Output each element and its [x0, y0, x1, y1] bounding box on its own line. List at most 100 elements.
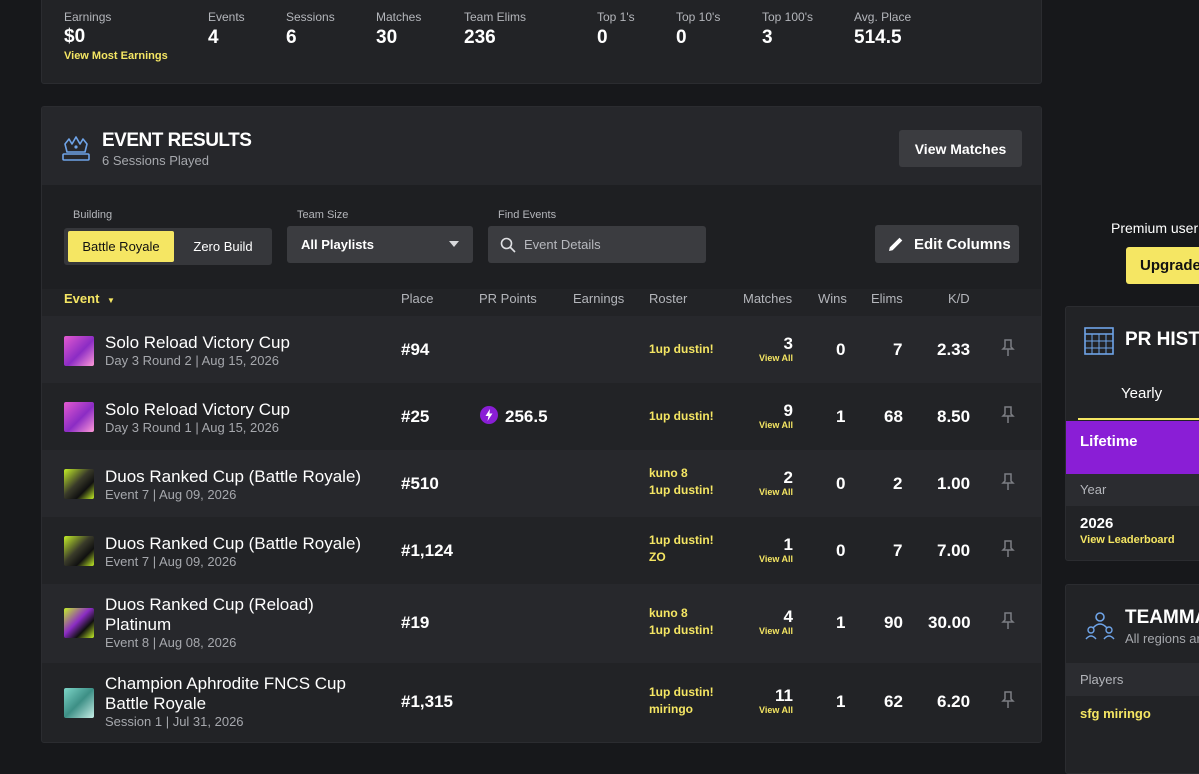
stat-top10: Top 10's 0: [676, 10, 720, 49]
building-toggle: Battle Royale Zero Build: [64, 228, 272, 265]
roster-list: 1up dustin! miringo: [649, 684, 714, 718]
event-results-title: EVENT RESULTS: [102, 130, 252, 151]
view-matches-button[interactable]: View Matches: [899, 130, 1022, 167]
event-thumbnail: [64, 536, 94, 566]
view-leaderboard-link[interactable]: View Leaderboard: [1080, 534, 1175, 546]
tab-yearly[interactable]: Yearly: [1078, 369, 1199, 420]
event-results-header: EVENT RESULTS 6 Sessions Played View Mat…: [42, 107, 1041, 185]
event-title: Solo Reload Victory Cup: [105, 333, 290, 352]
calendar-grid-icon: [1084, 327, 1114, 355]
matches-value: 11: [775, 686, 793, 705]
caret-down-icon: [449, 241, 459, 247]
edit-columns-button[interactable]: Edit Columns: [875, 225, 1019, 263]
column-elims: Elims: [871, 291, 903, 306]
event-thumbnail: [64, 469, 94, 499]
event-results-panel: EVENT RESULTS 6 Sessions Played View Mat…: [41, 106, 1042, 743]
stat-label: Top 1's: [597, 10, 635, 24]
pr-history-panel: PR HISTO Yearly Lifetime Year 2026 View …: [1065, 306, 1199, 561]
view-all-link[interactable]: View All: [758, 420, 793, 430]
event-subtitle: Event 7 | Aug 09, 2026: [105, 554, 237, 569]
roster-player[interactable]: 1up dustin!: [649, 533, 714, 547]
elims-value: 7: [893, 340, 903, 359]
roster-player[interactable]: ZO: [649, 550, 666, 564]
matches-cell: 2 View All: [758, 468, 793, 498]
zero-build-toggle[interactable]: Zero Build: [193, 239, 253, 254]
table-row[interactable]: Champion Aphrodite FNCS Cup Battle Royal…: [42, 663, 1041, 742]
place-value: #94: [401, 340, 430, 359]
sort-down-icon: ▼: [107, 296, 115, 305]
kd-value: 2.33: [937, 340, 971, 359]
wins-value: 1: [836, 407, 846, 426]
roster-list: kuno 8 1up dustin!: [649, 605, 714, 639]
matches-value: 2: [783, 468, 793, 487]
trophy-crown-icon: [62, 136, 90, 161]
matches-cell: 11 View All: [758, 686, 793, 716]
event-thumbnail: [64, 336, 94, 366]
column-event-sort[interactable]: Event ▼: [64, 291, 115, 319]
table-row[interactable]: Duos Ranked Cup (Battle Royale) Event 7 …: [42, 517, 1041, 584]
pin-icon[interactable]: [1001, 540, 1015, 558]
teammates-icon: [1085, 612, 1115, 640]
event-search-input[interactable]: [524, 237, 684, 252]
stat-value: 0: [676, 27, 687, 48]
view-all-link[interactable]: View All: [758, 626, 793, 636]
column-place: Place: [401, 291, 434, 306]
search-icon: [500, 237, 516, 253]
upgrade-button[interactable]: Upgrade: [1126, 247, 1199, 284]
elims-value: 7: [893, 541, 903, 560]
kd-value: 30.00: [928, 613, 971, 632]
view-all-link[interactable]: View All: [758, 705, 793, 715]
wins-value: 0: [836, 340, 846, 359]
pin-icon[interactable]: [1001, 612, 1015, 630]
event-title: Champion Aphrodite FNCS Cup Battle Royal…: [105, 674, 346, 713]
stat-team-elims: Team Elims 236: [464, 10, 526, 49]
stat-label: Matches: [376, 10, 422, 24]
stat-value: 514.5: [854, 27, 902, 48]
stat-matches: Matches 30: [376, 10, 421, 49]
stat-value: 30: [376, 27, 398, 48]
roster-player[interactable]: 1up dustin!: [649, 483, 714, 497]
pin-icon[interactable]: [1001, 339, 1015, 357]
stat-sessions: Sessions 6: [286, 10, 335, 49]
wins-value: 1: [836, 692, 846, 711]
stat-value: $0: [64, 26, 86, 47]
teammates-subtitle: All regions ar: [1125, 631, 1199, 646]
column-event-label: Event: [64, 291, 100, 306]
event-search: [488, 226, 706, 263]
place-value: #19: [401, 613, 430, 632]
teammate-link[interactable]: sfg miringo: [1080, 706, 1151, 721]
roster-player[interactable]: 1up dustin!: [649, 342, 714, 356]
roster-player[interactable]: kuno 8: [649, 466, 688, 480]
pin-icon[interactable]: [1001, 473, 1015, 491]
kd-value: 8.50: [937, 407, 971, 426]
pin-icon[interactable]: [1001, 691, 1015, 709]
roster-player[interactable]: 1up dustin!: [649, 623, 714, 637]
roster-player[interactable]: 1up dustin!: [649, 685, 714, 699]
event-title: Duos Ranked Cup (Battle Royale): [105, 534, 362, 553]
team-size-select[interactable]: All Playlists: [287, 226, 473, 263]
tab-yearly-label: Yearly: [1121, 385, 1163, 402]
event-title: Duos Ranked Cup (Reload) Platinum: [105, 595, 314, 634]
table-row[interactable]: Duos Ranked Cup (Battle Royale) Event 7 …: [42, 450, 1041, 517]
team-size-label: Team Size: [297, 209, 349, 221]
stat-value: 0: [597, 27, 608, 48]
pin-icon[interactable]: [1001, 406, 1015, 424]
kd-value: 6.20: [937, 692, 971, 711]
event-subtitle: Event 8 | Aug 08, 2026: [105, 635, 237, 650]
roster-player[interactable]: miringo: [649, 702, 693, 716]
stat-label: Top 10's: [676, 10, 721, 24]
view-all-link[interactable]: View All: [758, 554, 793, 564]
view-all-link[interactable]: View All: [758, 353, 793, 363]
view-all-link[interactable]: View All: [758, 487, 793, 497]
stat-value: 6: [286, 27, 297, 48]
roster-player[interactable]: 1up dustin!: [649, 409, 714, 423]
table-row[interactable]: Duos Ranked Cup (Reload) Platinum Event …: [42, 584, 1041, 663]
stat-label: Team Elims: [464, 10, 527, 24]
table-row[interactable]: Solo Reload Victory Cup Day 3 Round 1 | …: [42, 383, 1041, 450]
stat-events: Events 4: [208, 10, 245, 49]
battle-royale-toggle[interactable]: Battle Royale: [68, 231, 174, 262]
view-most-earnings-link[interactable]: View Most Earnings: [64, 50, 168, 62]
roster-player[interactable]: kuno 8: [649, 606, 688, 620]
table-row[interactable]: Solo Reload Victory Cup Day 3 Round 2 | …: [42, 316, 1041, 383]
lifetime-row[interactable]: Lifetime: [1066, 421, 1199, 474]
